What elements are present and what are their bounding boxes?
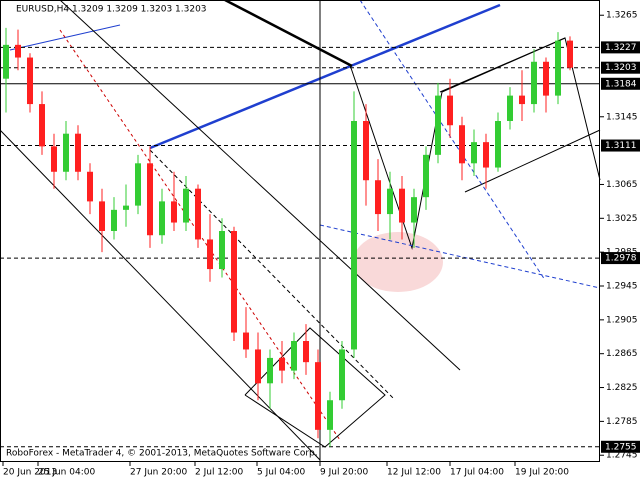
x-tick-label: 17 Jul 04:00 — [450, 468, 504, 478]
candle-body — [567, 40, 573, 68]
candle-body — [387, 188, 393, 215]
candle-body — [111, 209, 117, 231]
trendline — [224, 0, 353, 68]
candle-body — [243, 332, 249, 350]
candle-body — [171, 201, 177, 223]
candle-body — [411, 197, 417, 223]
y-tick-label: 1.3065 — [606, 180, 638, 190]
y-tick-label: 1.2865 — [606, 349, 638, 359]
trendline — [59, 0, 461, 371]
y-tick-label: 1.3265 — [606, 11, 638, 21]
candle-body — [207, 239, 213, 270]
candle-body — [15, 44, 21, 58]
candle-body — [291, 341, 297, 371]
candle-body — [279, 357, 285, 371]
level-label: 1.3227 — [605, 43, 637, 53]
level-badge — [601, 41, 640, 54]
candle-body — [447, 95, 453, 126]
x-tick-label: 5 Jul 04:00 — [257, 468, 306, 478]
level-badge — [601, 61, 640, 74]
level-label: 1.2978 — [605, 254, 637, 264]
candle-body — [375, 180, 381, 215]
candle-body — [123, 205, 129, 210]
candle-body — [183, 188, 189, 223]
level-badge — [601, 440, 640, 453]
y-tick-label: 1.2905 — [606, 315, 638, 325]
y-tick-label: 1.3145 — [606, 112, 638, 122]
candle-body — [87, 171, 93, 202]
y-tick-label: 1.2945 — [606, 282, 638, 292]
candle-body — [507, 95, 513, 121]
target-zone — [353, 232, 443, 292]
candle-body — [363, 121, 369, 181]
candle-body — [195, 188, 201, 240]
candle-body — [39, 104, 45, 147]
candle-body — [267, 357, 273, 384]
level-badge — [601, 139, 640, 152]
level-label: 1.2755 — [605, 442, 637, 452]
candle-body — [27, 57, 33, 105]
candle-body — [351, 121, 357, 350]
y-tick-label: 1.2745 — [606, 451, 638, 461]
candle-body — [531, 61, 537, 105]
level-badge — [601, 252, 640, 265]
candle-body — [231, 231, 237, 333]
candle-body — [135, 163, 141, 206]
candle-body — [3, 44, 9, 79]
y-tick-label: 1.3025 — [606, 214, 638, 224]
x-tick-label: 12 Jul 12:00 — [387, 468, 441, 478]
candle-body — [459, 125, 465, 164]
trendline — [0, 129, 321, 461]
channel — [464, 129, 601, 193]
x-tick-label: 2 Jul 12:00 — [195, 468, 244, 478]
candle-body — [159, 201, 165, 236]
candle-body — [75, 133, 81, 172]
trendline — [319, 224, 601, 289]
x-tick-label: 25 Jun 04:00 — [38, 468, 95, 478]
candle-body — [435, 95, 441, 155]
candle-body — [63, 133, 69, 172]
x-tick-label: 27 Jun 20:00 — [130, 468, 187, 478]
trendline — [149, 149, 396, 401]
trendline — [9, 24, 121, 51]
candle-body — [147, 163, 153, 236]
candle-body — [255, 349, 261, 384]
candle-body — [303, 341, 309, 363]
trendline — [149, 3, 501, 150]
candle-body — [339, 349, 345, 401]
x-tick-label: 19 Jul 20:00 — [515, 468, 569, 478]
candle-body — [399, 188, 405, 223]
candle-body — [519, 95, 525, 105]
candle-body — [315, 362, 321, 430]
level-label: 1.3184 — [605, 79, 637, 89]
candle-body — [51, 146, 57, 172]
y-tick-label: 1.2785 — [606, 417, 638, 427]
candle-body — [219, 231, 225, 270]
x-tick-label: 20 Jun 2013 — [3, 468, 57, 478]
candle-body — [99, 201, 105, 231]
candle-body — [327, 400, 333, 430]
level-label: 1.3111 — [605, 141, 637, 151]
candle-body — [495, 121, 501, 168]
level-badge — [601, 77, 640, 90]
chart-title: EURUSD,H4 1.3209 1.3209 1.3203 1.3203 — [16, 5, 207, 15]
wave — [349, 37, 601, 250]
y-tick-label: 1.2825 — [606, 383, 638, 393]
copyright: RoboForex - MetaTrader 4, © 2001-2013, M… — [6, 449, 318, 459]
candle-body — [555, 40, 561, 96]
candle-body — [423, 154, 429, 198]
level-label: 1.3203 — [605, 63, 637, 73]
candle-body — [471, 142, 477, 164]
triangle — [244, 327, 386, 448]
x-tick-label: 9 Jul 20:00 — [320, 468, 369, 478]
trendlines — [0, 0, 601, 462]
candle-body — [543, 61, 549, 96]
candle-body — [483, 142, 489, 168]
channel — [439, 37, 566, 93]
plot-frame — [0, 0, 600, 462]
